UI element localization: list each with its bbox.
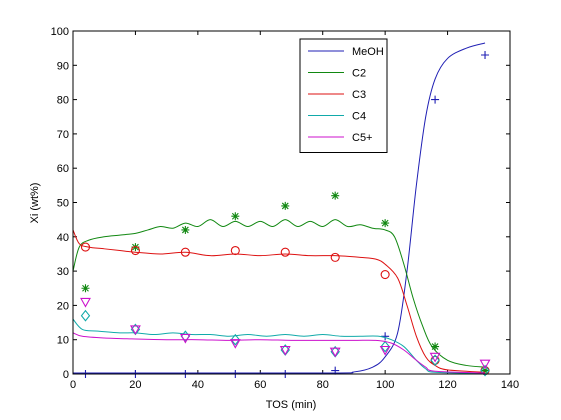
legend-label-c5: C5+ bbox=[352, 132, 373, 144]
data-point-c3 bbox=[280, 247, 290, 257]
legend-box bbox=[299, 38, 388, 153]
data-point-c5 bbox=[329, 347, 341, 358]
y-tick-label: 10 bbox=[57, 335, 69, 347]
data-point-c4 bbox=[430, 354, 440, 367]
data-point-c2 bbox=[81, 284, 90, 293]
series-line-c2 bbox=[72, 219, 486, 368]
data-point-c3 bbox=[230, 245, 240, 256]
x-tick-label: 140 bbox=[501, 379, 519, 391]
y-tick-label: 50 bbox=[57, 198, 69, 210]
data-point-c4 bbox=[230, 333, 241, 346]
data-point-c5 bbox=[129, 325, 141, 336]
data-point-c5 bbox=[179, 333, 191, 344]
y-axis-label: Xi (wt%) bbox=[29, 183, 41, 224]
data-point-c2 bbox=[431, 342, 440, 351]
data-point-c5 bbox=[229, 339, 241, 349]
series-line-c5 bbox=[72, 332, 486, 374]
y-tick-label: 20 bbox=[57, 300, 69, 312]
data-point-c2 bbox=[481, 366, 490, 375]
data-point-c5 bbox=[479, 359, 491, 370]
data-point-c3 bbox=[130, 245, 140, 256]
data-point-c4 bbox=[480, 364, 490, 377]
data-point-c2 bbox=[181, 225, 190, 234]
data-point-meoh bbox=[381, 332, 390, 341]
data-point-c3 bbox=[330, 252, 340, 262]
x-tick-label: 20 bbox=[129, 379, 141, 391]
y-tick-label: 80 bbox=[57, 95, 69, 107]
data-point-c5 bbox=[279, 345, 291, 356]
x-tick-label: 40 bbox=[192, 379, 204, 391]
y-tick-label: 40 bbox=[57, 232, 69, 244]
y-tick-label: 100 bbox=[51, 26, 69, 38]
data-point-c2 bbox=[331, 191, 340, 200]
data-point-c3 bbox=[80, 242, 91, 252]
y-tick-label: 0 bbox=[63, 369, 69, 381]
x-tick-label: 0 bbox=[70, 379, 76, 391]
data-point-c3 bbox=[380, 269, 390, 280]
series-c2 bbox=[72, 191, 490, 375]
y-tick-label: 30 bbox=[57, 266, 69, 278]
x-tick-label: 80 bbox=[317, 379, 329, 391]
data-point-meoh bbox=[331, 366, 340, 375]
legend-label-c3: C3 bbox=[352, 89, 366, 101]
data-point-meoh bbox=[481, 51, 490, 60]
data-point-c4 bbox=[80, 309, 91, 322]
data-point-c3 bbox=[180, 247, 190, 257]
legend-label-c2: C2 bbox=[352, 68, 366, 80]
x-tick-label: 100 bbox=[376, 379, 394, 391]
y-tick-label: 70 bbox=[57, 129, 69, 141]
y-tick-label: 60 bbox=[57, 163, 69, 175]
legend: MeOH C2 C3 C4 C5+ bbox=[299, 38, 388, 153]
legend-label-c4: C4 bbox=[352, 111, 366, 123]
series-line-meoh bbox=[72, 42, 486, 374]
data-point-c2 bbox=[281, 201, 290, 210]
data-point-c2 bbox=[231, 212, 240, 221]
series-c5 bbox=[72, 297, 491, 374]
x-tick-label: 120 bbox=[438, 379, 456, 391]
x-axis-label: TOS (min) bbox=[266, 399, 317, 411]
y-tick-label: 90 bbox=[57, 60, 69, 72]
data-point-meoh bbox=[431, 95, 440, 104]
data-point-c5 bbox=[80, 297, 91, 308]
plot-frame bbox=[72, 30, 511, 375]
data-point-c5 bbox=[379, 345, 391, 356]
data-point-c4 bbox=[380, 340, 390, 353]
legend-label-meoh: MeOH bbox=[352, 46, 384, 58]
data-point-c5 bbox=[429, 352, 441, 363]
data-point-c2 bbox=[381, 219, 390, 228]
axis-ticks: 0 20 40 60 80 100 120 140 0 10 20 30 40 50 60 70 80 90 100 bbox=[51, 26, 520, 391]
series-line-c3 bbox=[72, 229, 486, 373]
x-tick-label: 60 bbox=[254, 379, 266, 391]
plot-area bbox=[73, 31, 510, 374]
data-point-c2 bbox=[131, 243, 140, 252]
